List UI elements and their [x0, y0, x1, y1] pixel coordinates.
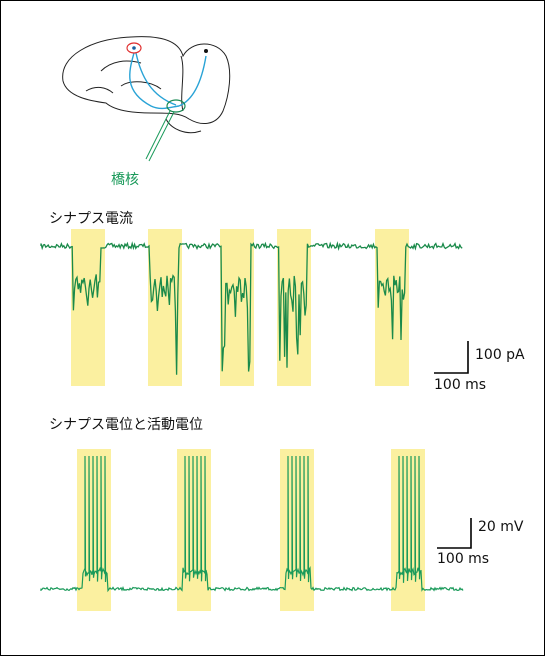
neuron-dot [204, 49, 208, 53]
scale-bar [434, 341, 468, 373]
stim-window [71, 229, 105, 386]
neuron-dot [132, 46, 136, 50]
scale-label: 20 mV [478, 519, 524, 535]
electrode [146, 111, 174, 161]
pathway [130, 53, 206, 108]
scale-label: 100 pA [475, 347, 525, 363]
panel-title: シナプス電位と活動電位 [49, 417, 203, 433]
stim-windows [71, 229, 409, 386]
figure-canvas: 橋核 シナプス電流 100 pA 100 ms シナプス電位と活動電位 20 m… [1, 1, 544, 655]
stim-windows [77, 449, 425, 611]
scale-label: 100 ms [434, 377, 486, 393]
brain-label: 橋核 [111, 172, 139, 188]
scale-label: 100 ms [437, 551, 489, 567]
scale-bar [437, 518, 471, 548]
panel-title: シナプス電流 [49, 211, 133, 227]
figure: 橋核 シナプス電流 100 pA 100 ms シナプス電位と活動電位 20 m… [0, 0, 545, 656]
